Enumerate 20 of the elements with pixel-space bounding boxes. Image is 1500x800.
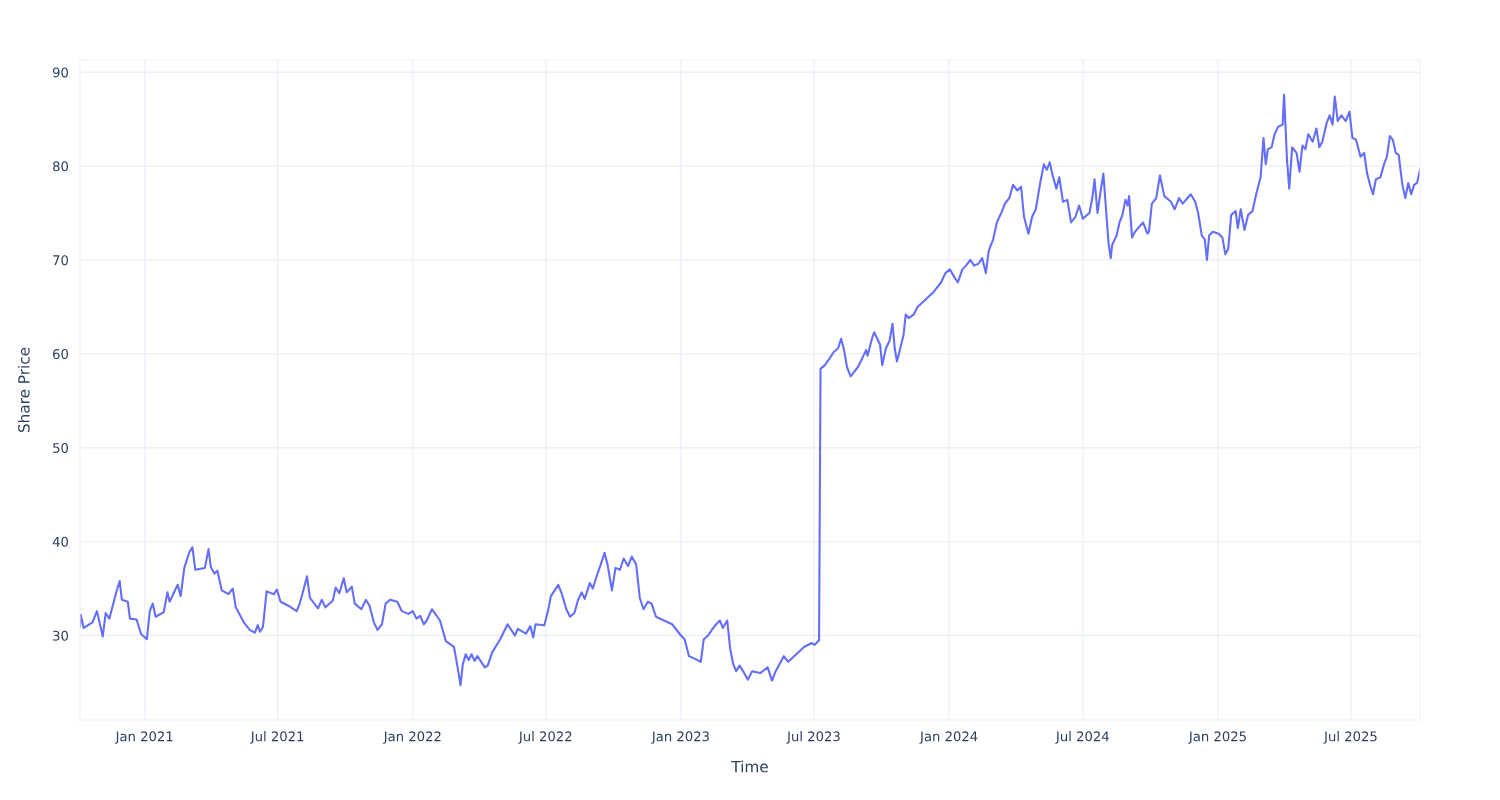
x-tick-label: Jul 2023 — [786, 731, 840, 744]
y-tick-label: 40 — [52, 536, 69, 547]
x-tick-label: Jan 2021 — [114, 731, 173, 744]
y-axis-title: Share Price — [17, 347, 30, 433]
x-tick-label: Jan 2023 — [651, 731, 709, 744]
x-tick-label: Jan 2025 — [1188, 731, 1246, 744]
y-tick-label: 60 — [53, 349, 69, 360]
y-tick-label: 50 — [53, 442, 69, 453]
y-tick-label: 80 — [52, 161, 69, 172]
x-tick-label: Jan 2024 — [919, 731, 978, 744]
x-tick-label: Jul 2022 — [518, 731, 572, 744]
line-series — [80, 93, 1420, 687]
y-tick-label: 90 — [52, 67, 69, 78]
y-tick-label: 30 — [53, 630, 69, 641]
x-tick-label: Jul 2024 — [1055, 731, 1109, 744]
x-axis-title: Time — [731, 760, 768, 773]
x-tick-label: Jul 2025 — [1323, 731, 1377, 744]
x-tick-label: Jul 2021 — [250, 731, 304, 744]
x-tick-label: Jan 2022 — [383, 731, 441, 744]
y-tick-label: 70 — [53, 255, 69, 266]
